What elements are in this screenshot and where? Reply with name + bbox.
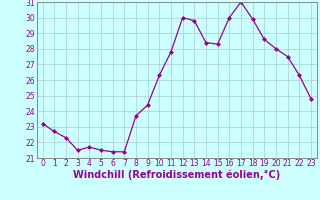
X-axis label: Windchill (Refroidissement éolien,°C): Windchill (Refroidissement éolien,°C) [73,170,280,180]
